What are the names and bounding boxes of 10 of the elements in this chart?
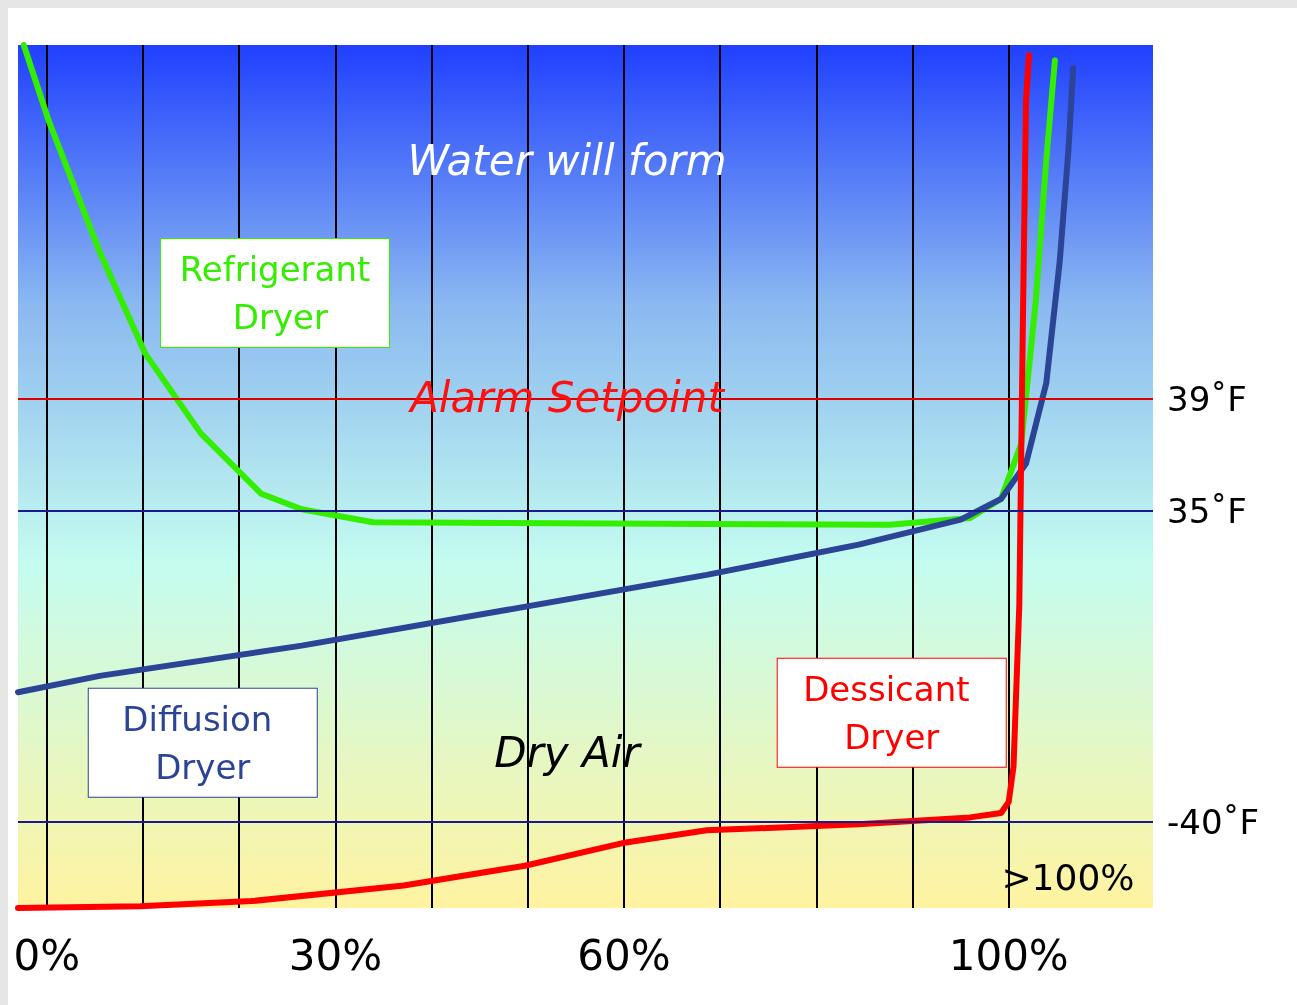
- x-tick-label: 30%: [288, 930, 383, 980]
- x-tick-label: 60%: [577, 930, 671, 980]
- ref-line-label: 39˚F: [1167, 378, 1247, 419]
- series-label: Dessicant Dryer: [803, 668, 981, 757]
- x-tick-label: 0%: [13, 930, 81, 980]
- ref-line-label: -40˚F: [1167, 801, 1260, 842]
- ref-line-label: 35˚F: [1167, 491, 1247, 532]
- x-tick-label: 100%: [948, 930, 1069, 980]
- series-label: Diffusion Dryer: [122, 698, 284, 787]
- series-label: Refrigerant Dryer: [179, 249, 371, 338]
